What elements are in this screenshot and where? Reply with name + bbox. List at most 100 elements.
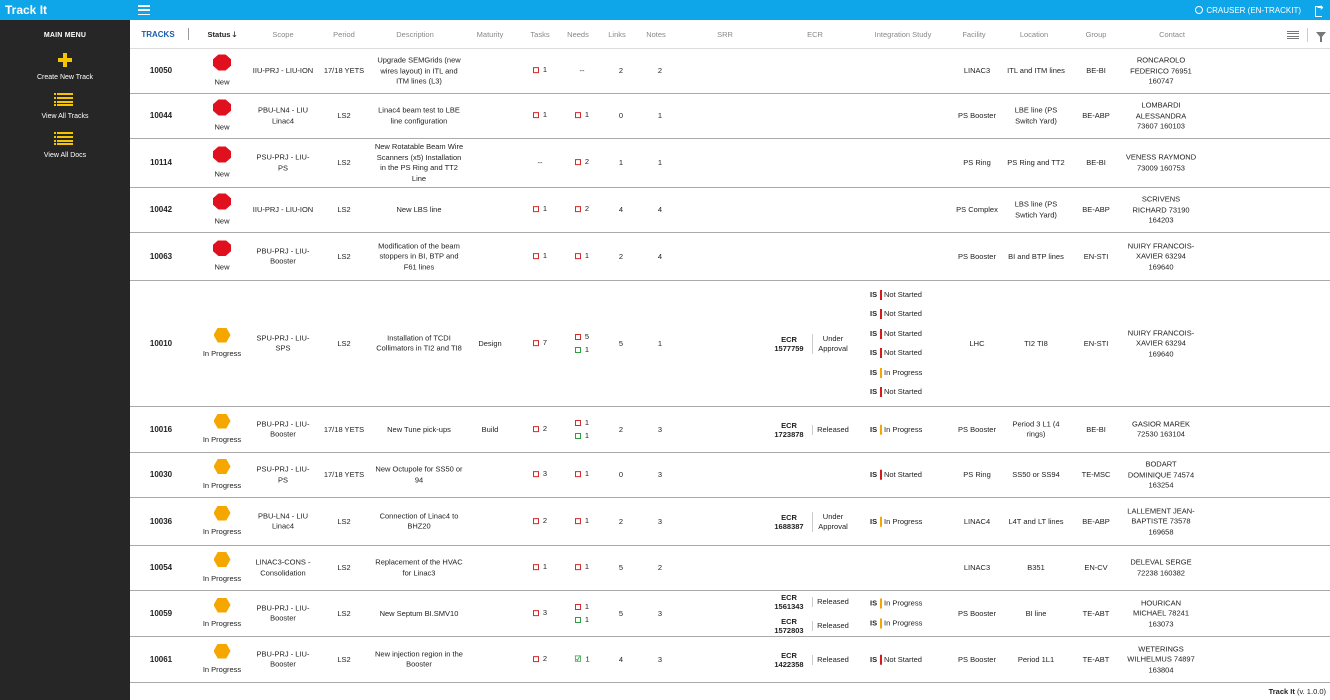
table-row[interactable]: 10050 New IIU-PRJ - LIU-ION 17/18 YETS U…	[130, 49, 1330, 94]
notes-cell[interactable]: 4	[657, 251, 663, 261]
ecr-item[interactable]: ECR 1688387 Under Approval	[766, 511, 850, 532]
track-id[interactable]: 10010	[149, 338, 173, 348]
column-header-contact[interactable]: Contact	[1159, 30, 1185, 39]
notes-cell[interactable]: 2	[657, 65, 663, 75]
track-id[interactable]: 10044	[149, 110, 173, 120]
needs-cell[interactable]: 2	[564, 157, 600, 169]
table-row[interactable]: 10054 In Progress LINAC3-CONS - Consolid…	[130, 546, 1330, 591]
notes-cell[interactable]: 2	[657, 562, 663, 572]
column-header-notes[interactable]: Notes	[646, 30, 666, 39]
column-header-srr[interactable]: SRR	[717, 30, 733, 39]
is-item[interactable]: IS In Progress	[870, 424, 940, 435]
notes-cell[interactable]: 1	[657, 338, 663, 348]
ecr-item[interactable]: ECR 1723878 Released	[766, 421, 850, 439]
tasks-cell[interactable]: 1	[522, 562, 558, 574]
hamburger-menu-icon[interactable]	[138, 5, 150, 15]
needs-cell[interactable]: 1	[564, 562, 600, 574]
links-cell[interactable]: 1	[618, 157, 624, 167]
is-item[interactable]: IS Not Started	[870, 654, 940, 665]
column-header-facility[interactable]: Facility	[962, 30, 986, 39]
notes-cell[interactable]: 3	[657, 516, 663, 526]
track-id[interactable]: 10114	[150, 157, 172, 167]
track-id[interactable]: 10016	[149, 424, 173, 434]
track-id[interactable]: 10059	[149, 608, 173, 618]
filter-icon[interactable]	[1316, 32, 1326, 42]
ecr-item[interactable]: ECR 1577759 Under Approval	[766, 333, 850, 354]
is-item[interactable]: IS Not Started	[870, 387, 940, 398]
column-header-period[interactable]: Period	[333, 30, 355, 39]
track-id[interactable]: 10036	[149, 516, 173, 526]
notes-cell[interactable]: 1	[657, 157, 663, 167]
tasks-cell[interactable]: 1	[522, 204, 558, 216]
tasks-cell[interactable]: 1	[522, 110, 558, 122]
column-list-icon[interactable]	[1287, 30, 1299, 40]
tasks-cell[interactable]: 3	[522, 469, 558, 481]
column-header-maturity[interactable]: Maturity	[476, 30, 504, 39]
is-item[interactable]: IS Not Started	[870, 309, 940, 320]
table-row[interactable]: 10042 New IIU-PRJ - LIU-ION LS2 New LBS …	[130, 188, 1330, 233]
is-item[interactable]: IS Not Started	[870, 470, 940, 481]
links-cell[interactable]: 2	[618, 424, 624, 434]
links-cell[interactable]: 2	[618, 251, 624, 261]
column-header-ecr[interactable]: ECR	[807, 30, 823, 39]
table-row[interactable]: 10061 In Progress PBU-PRJ - LIU-Booster …	[130, 637, 1330, 683]
tasks-cell[interactable]: 2	[522, 516, 558, 528]
needs-cell[interactable]: 1	[564, 469, 600, 481]
tasks-cell[interactable]: 1	[522, 251, 558, 263]
links-cell[interactable]: 2	[618, 516, 624, 526]
links-cell[interactable]: 5	[618, 608, 624, 618]
is-item[interactable]: IS In Progress	[870, 619, 940, 630]
notes-cell[interactable]: 3	[657, 654, 663, 664]
is-item[interactable]: IS Not Started	[870, 290, 940, 301]
sidebar-item-create-new-track[interactable]: Create New Track	[0, 53, 130, 81]
track-id[interactable]: 10054	[149, 562, 173, 572]
links-cell[interactable]: 5	[618, 338, 624, 348]
column-header-tasks[interactable]: Tasks	[530, 30, 550, 39]
links-cell[interactable]: 4	[618, 654, 624, 664]
tasks-cell[interactable]: 1	[522, 65, 558, 77]
is-item[interactable]: IS In Progress	[870, 516, 940, 527]
track-id[interactable]: 10030	[149, 469, 173, 479]
needs-cell[interactable]: ☑ 1	[564, 654, 600, 665]
sidebar-item-view-all-docs[interactable]: View All Docs	[0, 132, 130, 159]
column-header-needs[interactable]: Needs	[567, 30, 589, 39]
links-cell[interactable]: 5	[618, 562, 624, 572]
tracks-tab[interactable]: TRACKS	[141, 30, 175, 39]
table-row[interactable]: 10114 New PSU-PRJ - LIU-PS LS2 New Rotat…	[130, 139, 1330, 188]
is-item[interactable]: IS Not Started	[870, 348, 940, 359]
logout-icon[interactable]	[1315, 3, 1324, 17]
tasks-cell[interactable]: 2	[522, 654, 558, 666]
notes-cell[interactable]: 3	[657, 608, 663, 618]
tasks-cell[interactable]: 7	[522, 338, 558, 350]
track-id[interactable]: 10063	[149, 251, 173, 261]
tasks-cell[interactable]: 3	[522, 608, 558, 620]
table-row[interactable]: 10030 In Progress PSU-PRJ - LIU-PS 17/18…	[130, 453, 1330, 498]
links-cell[interactable]: 0	[618, 110, 624, 120]
needs-cell[interactable]: 1	[564, 516, 600, 528]
needs-cell[interactable]: 1	[564, 251, 600, 263]
track-id[interactable]: 10042	[149, 204, 173, 214]
is-item[interactable]: IS In Progress	[870, 368, 940, 379]
column-header-links[interactable]: Links	[608, 30, 626, 39]
sidebar-item-view-all-tracks[interactable]: View All Tracks	[0, 93, 130, 120]
table-row[interactable]: 10010 In Progress SPU-PRJ - LIU-SPS LS2 …	[130, 281, 1330, 407]
app-title[interactable]: Track It	[5, 3, 48, 17]
notes-cell[interactable]: 1	[657, 110, 663, 120]
needs-cell[interactable]: 5 1	[564, 332, 600, 356]
links-cell[interactable]: 4	[618, 204, 624, 214]
needs-cell[interactable]: 1	[564, 110, 600, 122]
table-row[interactable]: 10063 New PBU-PRJ - LIU-Booster LS2 Modi…	[130, 233, 1330, 281]
column-header-status[interactable]: Status 🡓	[196, 20, 248, 49]
column-header-description[interactable]: Description	[396, 30, 434, 39]
links-cell[interactable]: 0	[618, 469, 624, 479]
links-cell[interactable]: 2	[618, 65, 624, 75]
track-id[interactable]: 10061	[149, 654, 173, 664]
table-row[interactable]: 10036 In Progress PBU-LN4 - LIU Linac4 L…	[130, 498, 1330, 546]
table-row[interactable]: 10044 New PBU-LN4 - LIU Linac4 LS2 Linac…	[130, 94, 1330, 139]
column-header-location[interactable]: Location	[1019, 30, 1049, 39]
column-header-integration-study[interactable]: Integration Study	[874, 30, 932, 39]
column-header-scope[interactable]: Scope	[272, 30, 294, 39]
table-row[interactable]: 10016 In Progress PBU-PRJ - LIU-Booster …	[130, 407, 1330, 453]
is-item[interactable]: IS In Progress	[870, 598, 940, 609]
needs-cell[interactable]: 1 1	[564, 602, 600, 626]
